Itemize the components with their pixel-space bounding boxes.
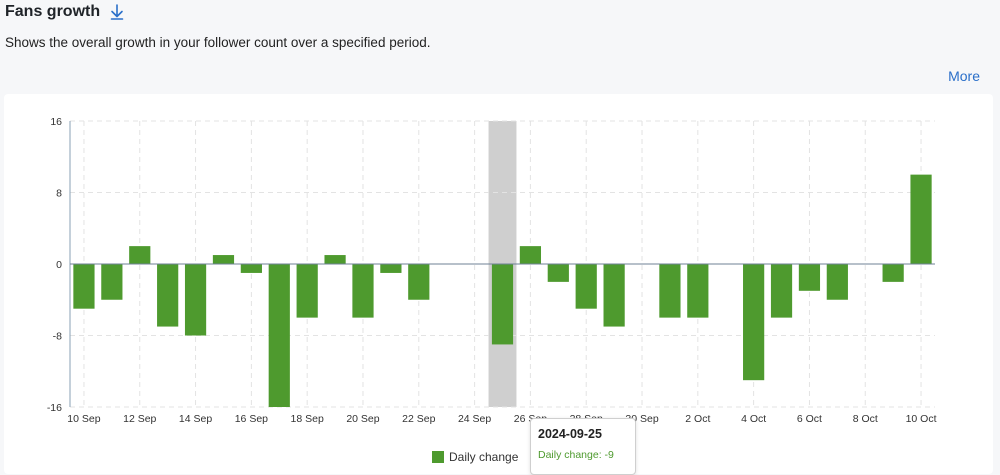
bar xyxy=(129,246,151,264)
download-icon[interactable] xyxy=(110,4,124,20)
bar xyxy=(547,264,569,282)
bar xyxy=(603,264,625,327)
bar xyxy=(798,264,821,291)
bar xyxy=(296,264,318,318)
tooltip-label: Daily change: xyxy=(538,449,602,461)
more-link[interactable]: More xyxy=(948,68,980,84)
bar xyxy=(268,264,290,407)
x-tick-label: 22 Sep xyxy=(402,413,435,425)
tooltip-value: -9 xyxy=(604,449,614,461)
x-tick-label: 6 Oct xyxy=(797,413,822,425)
x-tick-label: 20 Sep xyxy=(346,413,379,425)
page-title: Fans growth xyxy=(5,3,101,20)
x-tick-label: 2 Oct xyxy=(685,413,710,425)
fans-growth-chart: 16 8 0 -8 -16 10 Sep 12 Sep 14 Sep 16 Sep 18 Sep 2… xyxy=(47,116,937,425)
legend-label: Daily change xyxy=(449,450,519,464)
bar xyxy=(826,264,848,300)
bar xyxy=(687,264,709,318)
y-tick-label: 16 xyxy=(50,116,62,128)
bar xyxy=(575,264,597,309)
bar xyxy=(910,174,932,264)
bar xyxy=(659,264,681,318)
bar xyxy=(184,264,207,336)
bar xyxy=(770,264,793,318)
x-tick-label: 8 Oct xyxy=(853,413,878,425)
bar xyxy=(519,246,542,264)
x-tick-label: 4 Oct xyxy=(741,413,766,425)
x-tick-label: 14 Sep xyxy=(179,413,212,425)
y-tick-label: -16 xyxy=(47,402,62,414)
legend-swatch xyxy=(432,451,444,463)
x-tick-label: 24 Sep xyxy=(458,413,491,425)
bar xyxy=(408,264,430,300)
x-tick-label: 18 Sep xyxy=(291,413,324,425)
bar xyxy=(101,264,123,300)
x-tick-label: 12 Sep xyxy=(123,413,156,425)
header: Fans growth xyxy=(5,3,124,21)
chart-legend[interactable]: Daily change xyxy=(432,450,518,464)
bar xyxy=(212,255,235,264)
y-tick-label: -8 xyxy=(53,331,62,343)
x-tick-label: 10 Oct xyxy=(906,413,937,425)
page-subtitle: Shows the overall growth in your followe… xyxy=(5,35,431,50)
x-tick-label: 16 Sep xyxy=(235,413,268,425)
bar xyxy=(240,264,262,273)
chart-card: 16 8 0 -8 -16 10 Sep 12 Sep 14 Sep 16 Sep 18 Sep 2… xyxy=(4,94,993,475)
bar xyxy=(324,255,346,264)
chart-tooltip: 2024-09-25 Daily change: -9 xyxy=(530,418,636,475)
y-tick-label: 0 xyxy=(56,259,62,271)
bar xyxy=(73,264,95,309)
tooltip-row: Daily change: -9 xyxy=(538,449,614,461)
bar xyxy=(352,264,374,318)
bar xyxy=(380,264,402,273)
bar xyxy=(743,264,765,381)
bar xyxy=(157,264,179,327)
tooltip-date: 2024-09-25 xyxy=(538,427,602,441)
bar xyxy=(882,264,904,282)
y-tick-label: 8 xyxy=(56,188,62,200)
x-tick-label: 10 Sep xyxy=(67,413,100,425)
bar xyxy=(491,264,514,345)
